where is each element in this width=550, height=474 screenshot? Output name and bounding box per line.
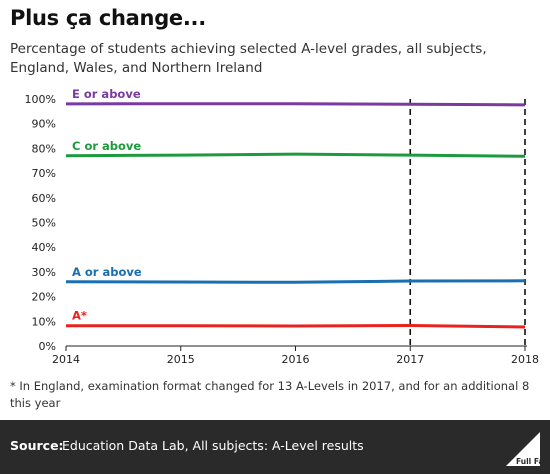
y-tick-label: 50% [32, 217, 56, 230]
chart-subtitle: Percentage of students achieving selecte… [10, 41, 487, 76]
x-tick-label: 2015 [167, 353, 195, 366]
y-tick-label: 30% [32, 266, 56, 279]
y-tick-label: 40% [32, 241, 56, 254]
series-lines [65, 102, 526, 329]
x-axis-ticks: 2014 2015 2016 2017 2018 [52, 346, 539, 366]
y-tick-label: 90% [32, 118, 56, 131]
x-tick-label: 2018 [511, 353, 539, 366]
line-chart: 0%10%20%30%40%50%60%70%80%90%100% 2014 20… [25, 87, 539, 366]
chart-title: Plus ça change... [10, 6, 206, 30]
y-tick-label: 20% [32, 291, 56, 304]
footnote: * In England, examination format changed… [10, 379, 530, 410]
full-fact-logo: Full Fact [506, 432, 544, 466]
series-label: C or above [72, 139, 141, 153]
series-label: A or above [72, 265, 142, 279]
y-tick-label: 60% [32, 192, 56, 205]
series-label: A* [72, 309, 87, 323]
series-line [66, 324, 526, 329]
y-tick-label: 80% [32, 142, 56, 155]
y-tick-label: 10% [32, 315, 56, 328]
series-labels: E or above C or above A or above A* [72, 87, 142, 323]
x-tick-label: 2014 [52, 353, 80, 366]
format-change-markers [409, 99, 526, 346]
x-tick-label: 2017 [396, 353, 424, 366]
source-bar: Source: Education Data Lab, All subjects… [0, 420, 550, 474]
source-label: Source: [10, 438, 64, 453]
y-tick-label: 0% [39, 340, 56, 353]
y-axis-ticks: 0% 10% 20% 30% 40% 50% 60% 70% 80% 90% 100% [25, 93, 56, 353]
x-tick-label: 2016 [282, 353, 310, 366]
y-tick-label: 70% [32, 167, 56, 180]
series-label: E or above [72, 87, 141, 101]
series-line [65, 152, 526, 158]
svg-text:Full Fact: Full Fact [516, 457, 544, 466]
source-text: Education Data Lab, All subjects: A-Leve… [62, 438, 364, 453]
y-tick-label: 100% [25, 93, 56, 106]
series-line [65, 279, 526, 284]
series-line [65, 102, 526, 107]
